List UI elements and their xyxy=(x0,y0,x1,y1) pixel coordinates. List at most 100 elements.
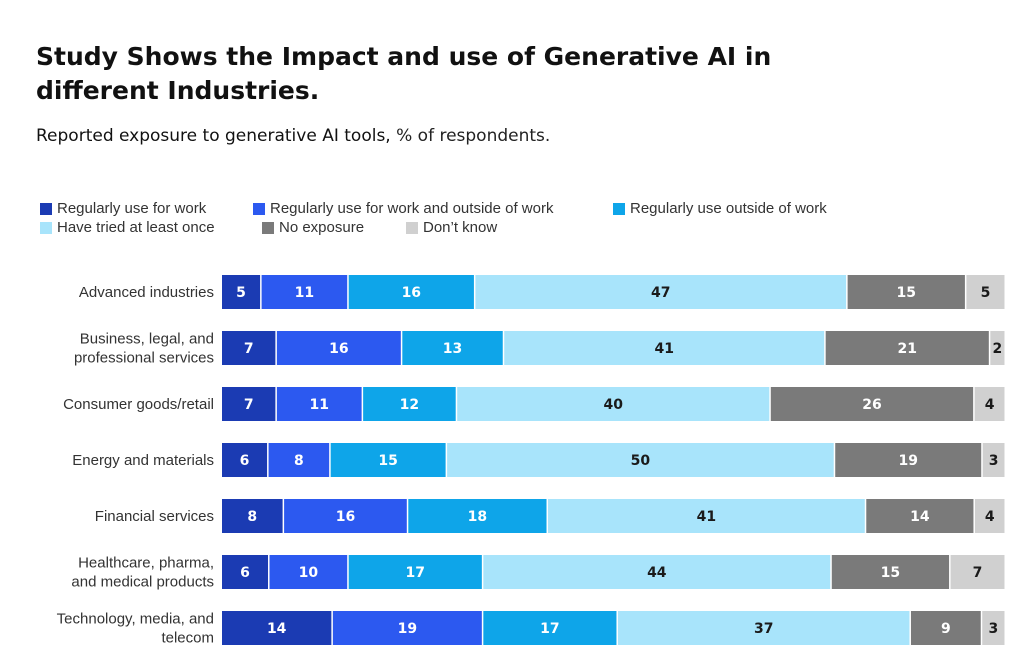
bar-segment xyxy=(770,387,974,421)
bar-value-label: 11 xyxy=(310,397,329,413)
bar-value-label: 18 xyxy=(468,509,487,525)
bar-value-label: 21 xyxy=(898,341,917,357)
legend-swatch xyxy=(406,221,418,234)
bar-segment xyxy=(475,275,847,309)
bar-value-label: 4 xyxy=(985,397,995,413)
subtitle-lead: Reported exposure to generative AI tools… xyxy=(36,126,391,146)
bar-value-label: 12 xyxy=(400,397,419,413)
bar-value-label: 2 xyxy=(993,341,1003,357)
bar-segment xyxy=(222,443,268,477)
bar-segment xyxy=(504,331,825,365)
bar-value-label: 11 xyxy=(295,285,314,301)
bar-segment xyxy=(261,275,348,309)
bar-segment xyxy=(866,499,974,533)
bar-segment xyxy=(222,499,283,533)
chart-title: Study Shows the Impact and use of Genera… xyxy=(36,42,772,105)
bar-value-label: 14 xyxy=(267,621,287,637)
category-label: Healthcare, pharma, and medical products xyxy=(71,555,214,591)
bar-segment xyxy=(363,387,456,421)
bar-segment xyxy=(548,499,865,533)
bar-value-label: 41 xyxy=(697,509,716,525)
bar-segment xyxy=(483,611,617,645)
category-label: Financial services xyxy=(95,508,214,525)
legend-item-dont-know: Don’t know xyxy=(406,219,497,236)
bar-segment xyxy=(974,387,1005,421)
bar-value-label: 7 xyxy=(244,397,254,413)
bar-segment xyxy=(847,275,965,309)
bar-segment xyxy=(284,499,407,533)
bar-value-label: 17 xyxy=(406,565,425,581)
category-label: Consumer goods/retail xyxy=(63,396,214,413)
bar-segment xyxy=(982,611,1005,645)
bar-segment xyxy=(831,555,950,589)
bar-value-label: 8 xyxy=(247,509,257,525)
bar-value-label: 7 xyxy=(244,341,254,357)
bar-value-label: 9 xyxy=(941,621,951,637)
bar-value-label: 15 xyxy=(881,565,900,581)
bar-segment xyxy=(222,387,276,421)
bar-segment xyxy=(222,331,276,365)
bar-value-label: 3 xyxy=(989,453,999,469)
bar-value-label: 16 xyxy=(402,285,421,301)
bar-value-label: 44 xyxy=(647,565,667,581)
category-label: Advanced industries xyxy=(79,284,214,301)
bar-segment xyxy=(332,611,482,645)
legend-label: Regularly use outside of work xyxy=(630,200,827,217)
bar-segment xyxy=(982,443,1005,477)
legend-swatch xyxy=(613,202,625,215)
legend-item-regular-work-outside: Regularly use for work and outside of wo… xyxy=(253,200,553,217)
bar-segment xyxy=(825,331,989,365)
legend-item-tried-once: Have tried at least once xyxy=(40,219,215,236)
bar-segment xyxy=(222,611,332,645)
legend-label: Regularly use for work xyxy=(57,200,207,217)
bar-value-label: 4 xyxy=(985,509,995,525)
chart-subtitle: Reported exposure to generative AI tools… xyxy=(36,126,550,146)
bar-segment xyxy=(348,275,474,309)
chart-legend: Regularly use for work Regularly use for… xyxy=(40,200,940,240)
bar-value-label: 6 xyxy=(240,565,250,581)
bar-segment xyxy=(974,499,1005,533)
bar-value-label: 14 xyxy=(910,509,930,525)
bar-value-label: 8 xyxy=(294,453,304,469)
bar-value-label: 16 xyxy=(329,341,348,357)
bar-value-label: 5 xyxy=(236,285,246,301)
legend-swatch xyxy=(253,202,265,215)
bar-segment xyxy=(276,331,401,365)
bar-value-label: 3 xyxy=(988,621,998,637)
bar-segment xyxy=(457,387,770,421)
bar-value-label: 7 xyxy=(973,565,983,581)
legend-item-regular-outside: Regularly use outside of work xyxy=(613,200,827,217)
legend-label: Regularly use for work and outside of wo… xyxy=(270,200,554,217)
category-label: Technology, media, and telecom xyxy=(57,611,214,647)
bar-segment xyxy=(222,555,269,589)
bar-segment xyxy=(617,611,910,645)
bar-value-label: 41 xyxy=(654,341,673,357)
bar-value-label: 47 xyxy=(651,285,670,301)
bar-segment xyxy=(222,275,261,309)
bar-value-label: 15 xyxy=(897,285,916,301)
legend-label: No exposure xyxy=(279,219,365,236)
bar-value-label: 15 xyxy=(378,453,397,469)
bar-value-label: 50 xyxy=(631,453,651,469)
bar-value-label: 10 xyxy=(299,565,319,581)
bar-value-label: 6 xyxy=(240,453,250,469)
bar-value-label: 19 xyxy=(398,621,417,637)
bar-value-label: 37 xyxy=(754,621,773,637)
bar-value-label: 17 xyxy=(540,621,559,637)
bar-value-label: 16 xyxy=(336,509,355,525)
bar-segment xyxy=(447,443,834,477)
legend-item-regular-work: Regularly use for work xyxy=(40,200,206,217)
legend-label: Don’t know xyxy=(423,219,498,236)
bar-value-label: 19 xyxy=(898,453,917,469)
bar-segment xyxy=(330,443,446,477)
bar-segment xyxy=(348,555,482,589)
category-label: Energy and materials xyxy=(72,452,214,469)
bar-value-label: 26 xyxy=(862,397,881,413)
bar-value-label: 5 xyxy=(981,285,991,301)
bar-segment xyxy=(910,611,981,645)
bar-segment xyxy=(835,443,982,477)
subtitle-unit: % of respondents. xyxy=(396,126,551,146)
bar-segment xyxy=(408,499,547,533)
bar-segment xyxy=(276,387,362,421)
